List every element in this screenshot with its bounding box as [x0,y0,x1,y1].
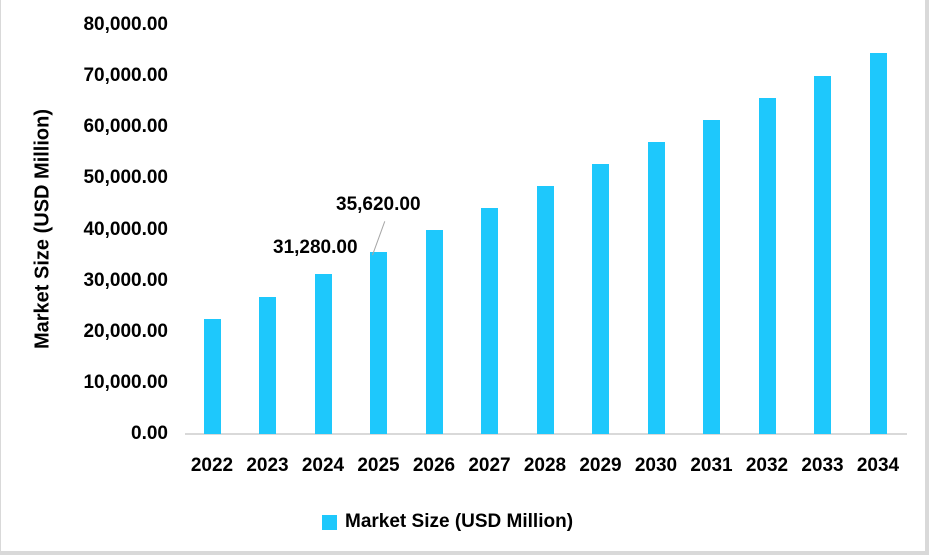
bar-2022 [203,318,221,434]
bar-2028 [536,186,554,434]
y-tick-label: 40,000.00 [83,218,168,240]
y-tick-label: 50,000.00 [83,167,168,189]
y-tick-label: 20,000.00 [83,320,168,342]
legend-swatch [322,514,337,530]
y-tick-label: 30,000.00 [83,269,168,291]
x-tick-label: 2033 [801,455,844,476]
data-label-2025: 35,620.00 [336,194,421,215]
x-tick-label: 2024 [301,455,345,476]
y-tick-label: 80,000.00 [83,14,168,35]
x-tick-label: 2030 [634,455,678,476]
x-tick-label: 2027 [468,455,511,476]
bar-2029 [592,164,609,434]
y-axis-title: Market Size (USD Million) [31,108,54,350]
x-tick-label: 2026 [412,455,456,476]
bar-2026 [425,230,443,434]
y-tick-label: 10,000.00 [83,371,168,393]
y-tick-label: 70,000.00 [83,65,168,87]
bar-2023 [259,296,276,434]
bar-2024 [314,274,332,434]
bar-2033 [814,76,831,434]
x-tick-label: 2029 [579,455,622,476]
bar-2025 [370,251,387,434]
y-tick-label: 60,000.00 [83,116,168,138]
x-tick-label: 2023 [246,455,289,476]
x-tick-label: 2022 [190,455,234,476]
data-label-2024: 31,280.00 [273,237,358,258]
x-tick-label: 2025 [357,455,400,476]
bar-2030 [647,142,665,434]
legend-label: Market Size (USD Million) [345,511,574,532]
legend: Market Size (USD Million) [322,511,573,533]
x-axis-line [185,433,907,435]
y-tick-label: 0.00 [131,423,168,444]
x-tick-label: 2032 [745,455,789,476]
x-tick-label: 2034 [856,455,900,476]
bar-2027 [481,208,498,434]
bar-2034 [869,53,887,434]
bar-2032 [758,98,776,434]
x-tick-label: 2031 [690,455,733,476]
bar-2031 [703,120,720,434]
x-tick-label: 2028 [523,455,567,476]
